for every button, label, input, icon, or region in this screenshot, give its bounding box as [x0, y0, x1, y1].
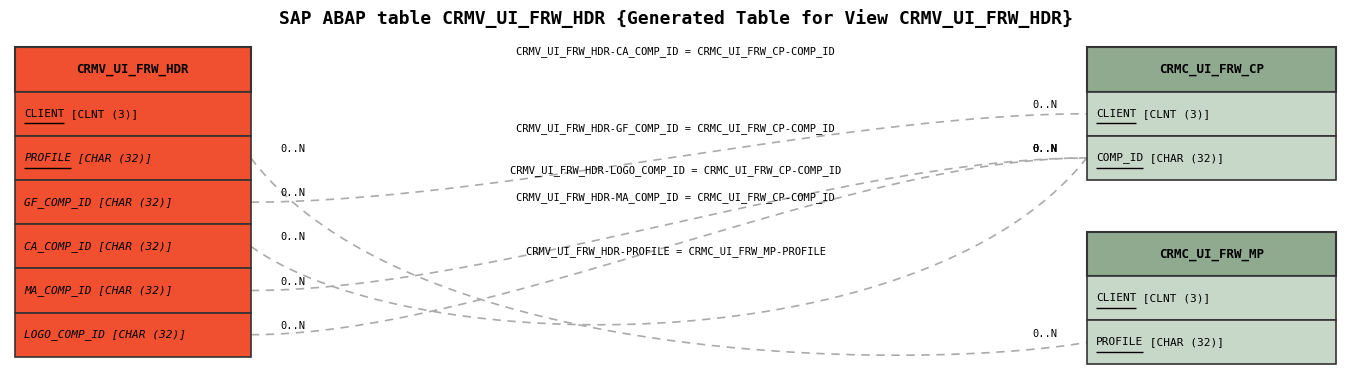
Text: [CHAR (32)]: [CHAR (32)]	[1143, 337, 1224, 348]
Text: CRMV_UI_FRW_HDR-LOGO_COMP_ID = CRMC_UI_FRW_CP-COMP_ID: CRMV_UI_FRW_HDR-LOGO_COMP_ID = CRMC_UI_F…	[509, 165, 842, 176]
Text: GF_COMP_ID [CHAR (32)]: GF_COMP_ID [CHAR (32)]	[24, 197, 173, 207]
Text: [CHAR (32)]: [CHAR (32)]	[70, 153, 151, 163]
Text: CRMV_UI_FRW_HDR-PROFILE = CRMC_UI_FRW_MP-PROFILE: CRMV_UI_FRW_HDR-PROFILE = CRMC_UI_FRW_MP…	[526, 246, 825, 257]
Text: 0..N: 0..N	[281, 321, 305, 331]
Text: CRMV_UI_FRW_HDR: CRMV_UI_FRW_HDR	[77, 63, 189, 76]
Bar	[15, 92, 251, 136]
Text: 0..N: 0..N	[281, 188, 305, 198]
Text: 0..N: 0..N	[1032, 100, 1056, 110]
Bar	[1086, 320, 1336, 365]
Bar	[15, 48, 251, 92]
Text: PROFILE: PROFILE	[1096, 337, 1143, 348]
Bar	[1086, 48, 1336, 92]
Text: PROFILE: PROFILE	[24, 153, 72, 163]
Text: CRMC_UI_FRW_CP: CRMC_UI_FRW_CP	[1159, 63, 1265, 76]
Text: 0..N: 0..N	[281, 233, 305, 243]
Text: 0..N: 0..N	[1032, 329, 1056, 339]
Text: 0..N: 0..N	[281, 144, 305, 154]
Bar	[15, 224, 251, 269]
Bar	[15, 136, 251, 180]
Text: [CLNT (3)]: [CLNT (3)]	[1136, 109, 1210, 119]
Text: [CLNT (3)]: [CLNT (3)]	[65, 109, 138, 119]
Text: SAP ABAP table CRMV_UI_FRW_HDR {Generated Table for View CRMV_UI_FRW_HDR}: SAP ABAP table CRMV_UI_FRW_HDR {Generate…	[278, 9, 1073, 28]
Bar	[1086, 232, 1336, 276]
Text: CLIENT: CLIENT	[24, 109, 65, 119]
Text: COMP_ID: COMP_ID	[1096, 152, 1143, 163]
Text: 0..N: 0..N	[1032, 144, 1056, 154]
Text: CRMV_UI_FRW_HDR-GF_COMP_ID = CRMC_UI_FRW_CP-COMP_ID: CRMV_UI_FRW_HDR-GF_COMP_ID = CRMC_UI_FRW…	[516, 123, 835, 134]
Text: CLIENT: CLIENT	[1096, 109, 1136, 119]
Bar	[1086, 92, 1336, 136]
Text: LOGO_COMP_ID [CHAR (32)]: LOGO_COMP_ID [CHAR (32)]	[24, 329, 186, 340]
Text: [CHAR (32)]: [CHAR (32)]	[1143, 153, 1224, 163]
Text: 0..N: 0..N	[1032, 144, 1056, 154]
Bar	[15, 313, 251, 357]
Text: MA_COMP_ID [CHAR (32)]: MA_COMP_ID [CHAR (32)]	[24, 285, 173, 296]
Bar	[1086, 276, 1336, 320]
Text: 0..N: 0..N	[1032, 144, 1056, 154]
Text: CRMV_UI_FRW_HDR-CA_COMP_ID = CRMC_UI_FRW_CP-COMP_ID: CRMV_UI_FRW_HDR-CA_COMP_ID = CRMC_UI_FRW…	[516, 46, 835, 57]
Text: CRMC_UI_FRW_MP: CRMC_UI_FRW_MP	[1159, 248, 1265, 260]
Text: CLIENT: CLIENT	[1096, 293, 1136, 303]
Bar	[1086, 136, 1336, 180]
Text: [CLNT (3)]: [CLNT (3)]	[1136, 293, 1210, 303]
Text: CA_COMP_ID [CHAR (32)]: CA_COMP_ID [CHAR (32)]	[24, 241, 173, 252]
Text: CRMV_UI_FRW_HDR-MA_COMP_ID = CRMC_UI_FRW_CP-COMP_ID: CRMV_UI_FRW_HDR-MA_COMP_ID = CRMC_UI_FRW…	[516, 192, 835, 203]
Text: 0..N: 0..N	[281, 277, 305, 287]
Bar	[15, 180, 251, 224]
Bar	[15, 269, 251, 313]
